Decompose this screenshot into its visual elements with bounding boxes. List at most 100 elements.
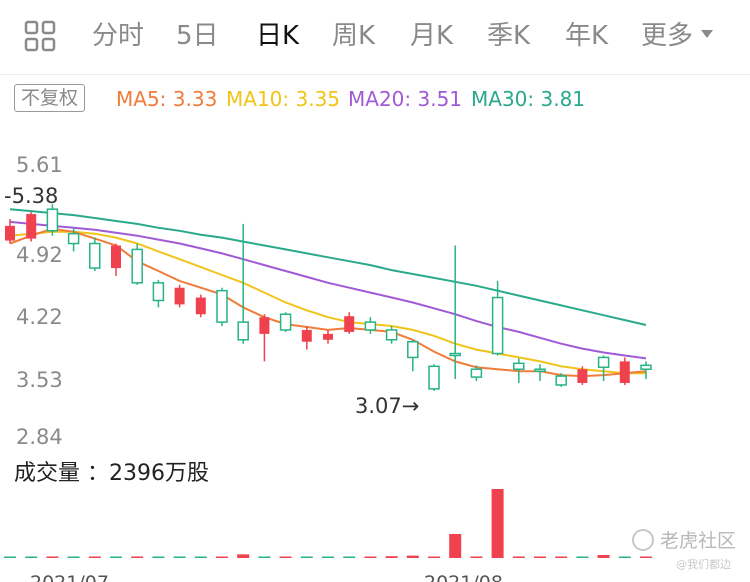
candlestick xyxy=(555,373,567,387)
candle-body xyxy=(491,296,504,355)
candlestick xyxy=(619,357,630,385)
candlestick xyxy=(428,364,440,391)
candle-body xyxy=(237,321,249,341)
volume-bar xyxy=(4,556,16,558)
watermark-sub: @我们都边 xyxy=(676,558,731,571)
candle-body xyxy=(364,321,377,331)
ma30-line xyxy=(9,208,647,326)
low-annotation: 3.07→ xyxy=(355,394,419,418)
candlestick xyxy=(597,355,610,382)
candle-body xyxy=(619,361,630,383)
price-axis-label: 2.84 xyxy=(16,425,63,449)
adjustment-selector[interactable]: 不复权 xyxy=(14,84,86,112)
volume-bar xyxy=(279,556,292,558)
tab-intraday[interactable]: 分时 xyxy=(92,21,145,51)
volume-bar xyxy=(131,556,144,558)
tab-more-label: 更多 xyxy=(641,21,694,51)
volume-bar xyxy=(364,556,377,558)
tab-quarterly-k[interactable]: 季K xyxy=(487,21,531,51)
candle-body xyxy=(301,329,312,342)
price-axis-label: 4.92 xyxy=(16,243,63,267)
volume-bar xyxy=(491,489,504,558)
candle-body xyxy=(26,214,37,239)
candle-body xyxy=(555,375,567,386)
volume-bar xyxy=(152,556,165,558)
ma5-value: MA5: 3.33 xyxy=(116,87,218,111)
candle-body xyxy=(640,364,652,370)
tab-more[interactable]: 更多 xyxy=(641,18,714,54)
date-label: 2021/08 xyxy=(424,572,503,582)
tab-monthly-k[interactable]: 月K xyxy=(410,21,454,51)
candlestick xyxy=(323,329,333,344)
candle-body xyxy=(259,317,270,334)
candle-body xyxy=(323,333,333,340)
grid-menu-icon[interactable] xyxy=(24,20,56,52)
ma-indicator-row: 不复权 MA5: 3.33 MA10: 3.35 MA20: 3.51 MA30… xyxy=(0,84,750,114)
ma30-value: MA30: 3.81 xyxy=(471,87,586,111)
volume-bar xyxy=(194,556,207,558)
price-axis-label: 3.53 xyxy=(16,368,63,392)
candle-body xyxy=(174,287,185,305)
candlestick xyxy=(46,204,59,236)
volume-bar xyxy=(110,556,122,558)
candlestick xyxy=(67,228,80,252)
volume-bar xyxy=(534,556,546,558)
candlestick xyxy=(279,312,292,332)
volume-bar xyxy=(237,554,250,558)
candlestick xyxy=(237,223,249,344)
candlestick xyxy=(111,243,121,276)
tab-weekly-k[interactable]: 周K xyxy=(332,21,376,51)
volume-bars xyxy=(4,489,652,558)
caret-down-icon xyxy=(701,29,714,38)
candle-body xyxy=(513,362,525,370)
ma20-value: MA20: 3.51 xyxy=(348,87,463,111)
volume-bar xyxy=(555,556,568,558)
candlestick xyxy=(470,365,483,382)
candle-body xyxy=(46,208,59,232)
price-axis: 5.61 4.92 4.22 3.53 2.84 xyxy=(16,153,63,449)
volume-bar xyxy=(512,556,525,558)
candlestick xyxy=(385,326,398,344)
high-annotation: -5.38 xyxy=(4,184,58,208)
period-tab-bar: 分时 5日 日K 周K 月K 季K 年K 更多 xyxy=(0,0,750,75)
tab-daily-k[interactable]: 日K xyxy=(256,21,300,51)
candle-body xyxy=(470,368,483,378)
candle-body xyxy=(5,225,15,241)
ma10-value: MA10: 3.35 xyxy=(226,87,341,111)
volume-bar xyxy=(300,556,313,558)
candlestick xyxy=(640,361,652,380)
volume-bar xyxy=(343,556,356,558)
tab-yearly-k[interactable]: 年K xyxy=(565,21,609,51)
candle-body xyxy=(216,289,228,323)
candlestick xyxy=(364,317,377,334)
volume-bar xyxy=(428,556,440,558)
candle-body xyxy=(89,242,101,269)
candlestick xyxy=(577,366,588,385)
volume-label: 成交量 ：2396万股 xyxy=(14,461,209,486)
date-label: 2021/07 xyxy=(30,572,109,582)
volume-bar xyxy=(470,556,483,558)
candlestick xyxy=(5,218,15,244)
volume-bar xyxy=(640,556,652,558)
candlestick xyxy=(407,339,419,372)
candlestick xyxy=(301,326,312,350)
volume-bar xyxy=(88,556,101,558)
volume-bar xyxy=(25,556,38,558)
candle-body xyxy=(111,245,121,269)
candle-body xyxy=(195,297,206,315)
tab-5day[interactable]: 5日 xyxy=(176,21,219,51)
candlestick xyxy=(534,364,546,382)
candle-body xyxy=(152,282,165,302)
volume-bar xyxy=(406,555,419,558)
candle-body xyxy=(385,329,398,341)
volume-bar xyxy=(576,556,589,558)
candle-body xyxy=(577,369,588,383)
candle-body xyxy=(597,356,610,369)
candlestick xyxy=(344,312,355,334)
volume-bar xyxy=(322,556,334,558)
candlestick xyxy=(216,287,228,327)
candle-body xyxy=(279,313,292,331)
ma10-line xyxy=(9,230,646,375)
candlestick xyxy=(491,280,504,356)
